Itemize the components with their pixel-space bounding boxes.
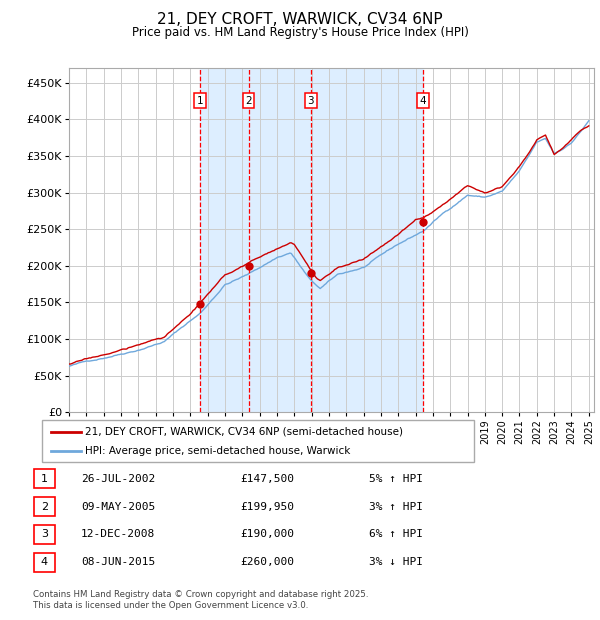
Text: 3: 3: [41, 529, 48, 539]
Text: £147,500: £147,500: [240, 474, 294, 484]
Text: Price paid vs. HM Land Registry's House Price Index (HPI): Price paid vs. HM Land Registry's House …: [131, 26, 469, 39]
Text: 4: 4: [420, 96, 427, 106]
Text: 21, DEY CROFT, WARWICK, CV34 6NP (semi-detached house): 21, DEY CROFT, WARWICK, CV34 6NP (semi-d…: [85, 427, 403, 436]
Text: 12-DEC-2008: 12-DEC-2008: [81, 529, 155, 539]
Bar: [200, 68, 423, 412]
Text: 21, DEY CROFT, WARWICK, CV34 6NP: 21, DEY CROFT, WARWICK, CV34 6NP: [157, 12, 443, 27]
Text: 2: 2: [41, 502, 48, 512]
Text: HPI: Average price, semi-detached house, Warwick: HPI: Average price, semi-detached house,…: [85, 446, 350, 456]
Text: 1: 1: [41, 474, 48, 484]
Text: Contains HM Land Registry data © Crown copyright and database right 2025.
This d: Contains HM Land Registry data © Crown c…: [33, 590, 368, 609]
Text: 6% ↑ HPI: 6% ↑ HPI: [369, 529, 423, 539]
Text: 5% ↑ HPI: 5% ↑ HPI: [369, 474, 423, 484]
Text: 2: 2: [245, 96, 252, 106]
Text: 1: 1: [197, 96, 203, 106]
Text: £260,000: £260,000: [240, 557, 294, 567]
Text: 3% ↓ HPI: 3% ↓ HPI: [369, 557, 423, 567]
Text: 26-JUL-2002: 26-JUL-2002: [81, 474, 155, 484]
Text: 09-MAY-2005: 09-MAY-2005: [81, 502, 155, 512]
Text: 3% ↑ HPI: 3% ↑ HPI: [369, 502, 423, 512]
Text: 08-JUN-2015: 08-JUN-2015: [81, 557, 155, 567]
Text: £190,000: £190,000: [240, 529, 294, 539]
Text: £199,950: £199,950: [240, 502, 294, 512]
Text: 4: 4: [41, 557, 48, 567]
Text: 3: 3: [307, 96, 314, 106]
